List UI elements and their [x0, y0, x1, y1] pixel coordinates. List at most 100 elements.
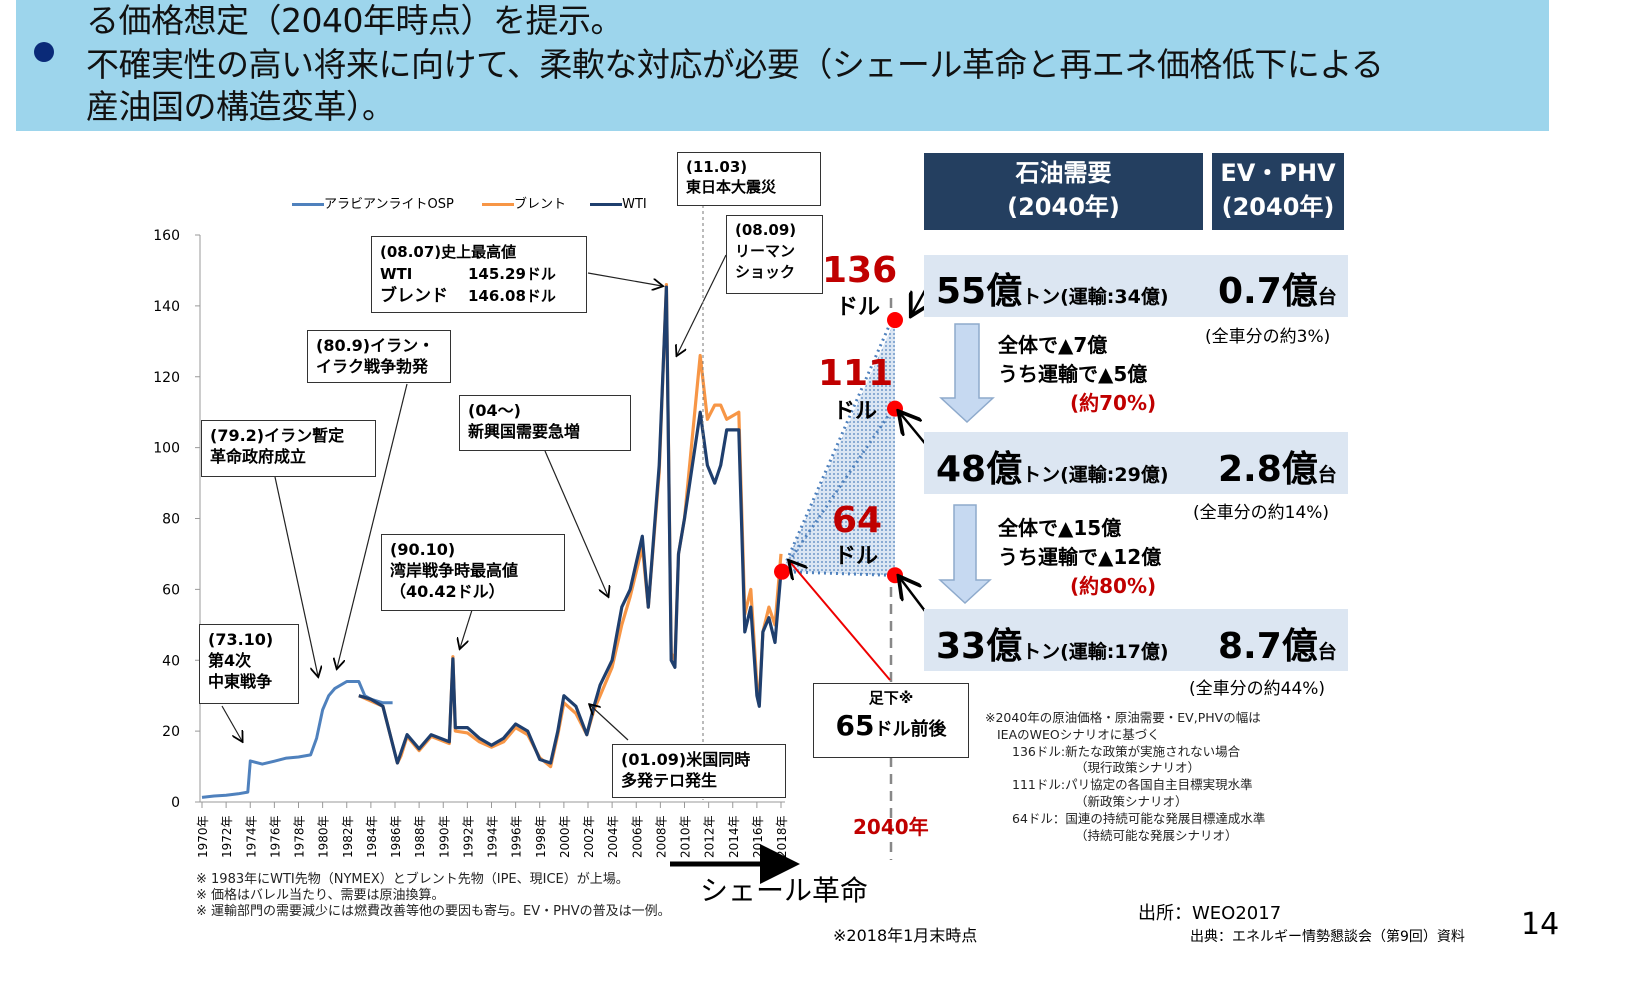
x-tick-label: 1992年	[461, 815, 475, 858]
x-tick-label: 2002年	[582, 815, 596, 858]
annotation-text: 多発テロ発生	[621, 771, 718, 790]
leader-line	[587, 272, 662, 286]
ev-unit: 台	[1317, 641, 1337, 663]
annotation-text: 東日本大震災	[686, 178, 777, 196]
annotation-record-high: (08.07)史上最高値 WTI 145.29ドル ブレンド 146.08ドル	[371, 236, 587, 313]
change-transport: うち運輸で▲12億	[998, 545, 1162, 569]
ev-count-value: 2.8億台	[1218, 440, 1337, 492]
annotation-text: ショック	[735, 263, 796, 281]
leader-line	[221, 705, 242, 741]
demand-amount: 48億	[936, 449, 1023, 490]
annotation-text: （40.42ドル）	[390, 582, 505, 601]
annotation-text: 146.08ドル	[468, 287, 556, 305]
series-line-arabian-light	[201, 680, 393, 799]
annotation-text: (08.07)史上最高値	[380, 243, 517, 261]
x-tick-label: 1994年	[486, 815, 500, 858]
annotation-text: (79.2)イラン暫定	[210, 426, 345, 445]
price-111-label: 111	[818, 353, 894, 394]
change-ratio: (約70%)	[1070, 391, 1157, 415]
x-tick-label: 1976年	[268, 815, 282, 858]
current-price-value: 65	[835, 709, 875, 742]
ev-count-value: 8.7億台	[1218, 617, 1337, 669]
annotation-text: (11.03)	[686, 158, 748, 176]
x-tick-label: 2010年	[679, 815, 693, 858]
annotation-text: (01.09)米国同時	[621, 750, 751, 769]
current-price-point	[774, 563, 790, 580]
legend-label: WTI	[622, 197, 647, 212]
annotation-text: (80.9)イラン・	[316, 336, 435, 355]
projection-point-136	[887, 312, 903, 329]
origin: 出典：エネルギー情勢懇談会（第9回）資料	[1190, 929, 1465, 945]
note-line: （持続可能な発展シナリオ）	[1075, 827, 1238, 843]
x-tick-label: 2000年	[558, 815, 572, 858]
change-ratio: (約80%)	[1070, 574, 1157, 598]
legend-swatch	[292, 203, 324, 206]
x-tick-label: 1988年	[413, 815, 427, 858]
source: 出所：WEO2017	[1138, 903, 1282, 924]
demand-unit: トン	[1022, 286, 1061, 308]
page-number: 14	[1521, 907, 1560, 942]
transport-demand: (運輸:17億)	[1060, 641, 1169, 663]
ev-share: (全車分の約3%)	[1205, 327, 1331, 347]
footnotes: ※ 1983年にWTI先物（NYMEX）とブレント先物（IPE、現ICE）が上場…	[196, 872, 671, 920]
annotation-mideast-war: (73.10) 第4次 中東戦争	[199, 624, 299, 704]
annotation-text: 145.29ドル	[468, 265, 556, 283]
change-total: 全体で▲7億	[998, 333, 1108, 357]
x-tick-label: 1998年	[534, 815, 548, 858]
dollar-unit: ドル	[833, 399, 878, 424]
change-transport: うち運輸で▲5億	[998, 362, 1148, 386]
legend-label: アラビアンライトOSP	[324, 197, 454, 212]
annotation-text: 新興国需要急増	[468, 422, 581, 441]
x-tick-label: 1972年	[220, 815, 234, 858]
projection-range-area	[782, 320, 895, 576]
note-line: （現行政策シナリオ）	[1075, 760, 1201, 776]
x-tick-label: 2008年	[654, 815, 668, 858]
header-text: EV・PHV	[1220, 159, 1336, 187]
y-tick-label: 140	[153, 299, 180, 315]
legend-swatch	[590, 203, 623, 206]
year-2040-label: 2040年	[853, 815, 929, 839]
x-tick-label: 1974年	[244, 815, 258, 858]
annotation-text: 第4次	[208, 651, 252, 670]
footnote: ※ 価格はバレル当たり、需要は原油換算。	[196, 888, 445, 903]
annotation-gulf-war: (90.10) 湾岸戦争時最高値 （40.42ドル）	[381, 534, 565, 611]
oil-demand-value: 55億トン(運輸:34億)	[936, 262, 1169, 314]
x-tick-label: 1970年	[196, 815, 210, 858]
note-line: ※2040年の原油価格・原油需要・EV,PHVの幅は	[985, 710, 1261, 725]
x-tick-label: 1980年	[317, 815, 331, 858]
scenario-row-sustainable	[924, 609, 1348, 671]
arrow-to-64	[900, 578, 929, 616]
demand-change-1: 全体で▲7億うち運輸で▲5億 (約70%)	[998, 331, 1156, 418]
annotation-text: イラク戦争勃発	[316, 357, 429, 376]
annotation-text: WTI	[380, 265, 413, 283]
ev-unit: 台	[1317, 464, 1337, 486]
y-tick-label: 0	[171, 795, 180, 811]
banner-line-3: 産油国の構造変革）。	[86, 87, 395, 126]
dollar-unit: ドル	[834, 544, 879, 569]
annotation-iran-revolution: (79.2)イラン暫定 革命政府成立	[201, 420, 376, 477]
transport-demand: (運輸:29億)	[1060, 464, 1169, 486]
annotation-text: (73.10)	[208, 630, 274, 649]
scenario-row-new-policy	[924, 432, 1348, 494]
oil-demand-value: 48億トン(運輸:29億)	[936, 440, 1169, 492]
dollar-unit: ドル	[836, 295, 881, 320]
x-tick-label: 2014年	[727, 815, 741, 858]
bullet-icon	[34, 42, 54, 62]
x-tick-label: 1996年	[510, 815, 524, 858]
annotation-emerging-demand: (04～) 新興国需要急増	[459, 395, 631, 451]
y-tick-label: 20	[162, 724, 180, 740]
footnote: ※ 運輸部門の需要減少には燃費改善等他の要因も寄与。EV・PHVの普及は一例。	[196, 904, 671, 919]
oil-demand-value: 33億トン(運輸:17億)	[936, 617, 1169, 669]
leader-line	[590, 705, 629, 741]
projection-line	[780, 325, 891, 573]
leader-line	[544, 450, 608, 596]
note-line: 136ドル:新たな政策が実施されない場合	[1012, 743, 1241, 759]
demand-unit: トン	[1022, 641, 1061, 663]
annotation-text: (04～)	[468, 401, 521, 420]
y-tick-label: 120	[153, 370, 180, 386]
transport-demand: (運輸:34億)	[1060, 286, 1169, 308]
down-arrow-icon	[938, 323, 995, 605]
price-136-label: 136	[822, 250, 898, 291]
annotation-text: ブレンド	[380, 286, 448, 306]
